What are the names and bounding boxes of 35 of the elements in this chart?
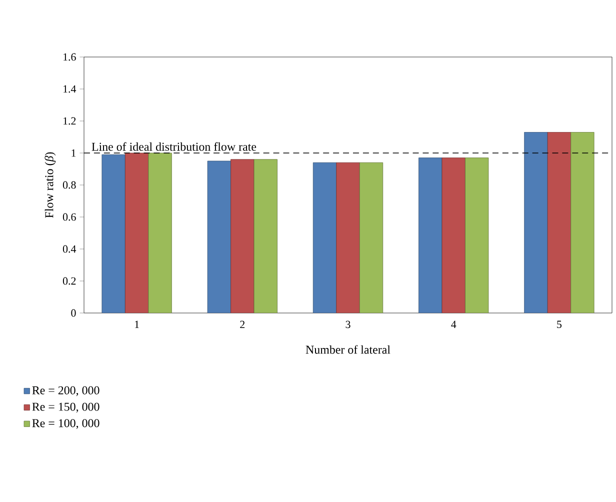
legend-label: Re = 200, 000 <box>32 386 100 396</box>
y-tick-label: 0.2 <box>62 277 76 285</box>
bar <box>207 160 231 313</box>
bar <box>570 132 594 313</box>
y-tick-label: 1.2 <box>64 117 76 125</box>
y-tick-label: 0.6 <box>62 213 76 221</box>
bar <box>102 154 126 313</box>
bar <box>312 162 337 313</box>
bar <box>359 162 384 313</box>
y-tick-label: 0.8 <box>62 181 76 189</box>
x-tick-label: 1 <box>135 320 139 328</box>
y-tick-label: 1 <box>72 149 76 157</box>
y-axis-title: Flow ratio (β) <box>44 152 56 218</box>
bar <box>465 158 489 313</box>
y-tick-label: 1.4 <box>64 85 76 93</box>
y-tick-label: 1.6 <box>64 53 76 61</box>
bar <box>148 152 172 313</box>
y-tick-label: 0 <box>71 309 76 317</box>
x-tick-label: 5 <box>557 320 562 328</box>
x-tick-label: 2 <box>240 320 245 328</box>
bar <box>336 162 360 313</box>
x-tick-label: 4 <box>451 320 456 328</box>
legend-label: Re = 100, 000 <box>32 419 100 429</box>
ref-line-label: Line of ideal distribution flow rate <box>92 142 256 151</box>
legend-label: Re = 150, 000 <box>32 402 100 413</box>
bar <box>418 158 442 313</box>
bar <box>124 152 149 313</box>
bar <box>547 132 572 313</box>
bar <box>230 159 254 313</box>
y-tick-label: 0.4 <box>62 245 76 253</box>
bar <box>524 132 548 313</box>
bar <box>254 159 278 313</box>
x-tick-label: 3 <box>346 320 350 328</box>
bar <box>442 158 466 313</box>
x-axis-title: Number of lateral <box>306 345 390 354</box>
